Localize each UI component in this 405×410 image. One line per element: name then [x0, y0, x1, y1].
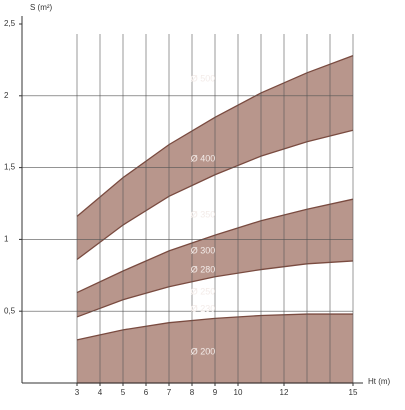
band-label: Ø 200: [191, 346, 216, 356]
y-tick-label: 2,5: [4, 19, 16, 28]
x-tick-label: 8: [190, 388, 195, 397]
y-axis-label: S (m²): [30, 3, 53, 12]
band-label: Ø 350: [191, 209, 216, 219]
x-tick-label: 6: [144, 388, 149, 397]
band-label: Ø 280: [191, 264, 216, 274]
band-label: Ø 250: [191, 286, 216, 296]
band-label: Ø 230: [191, 303, 216, 313]
band-label: Ø 500: [191, 73, 216, 83]
y-tick-label: 2: [4, 91, 9, 100]
band-label: Ø 400: [191, 153, 216, 163]
x-tick-label: 10: [234, 388, 243, 397]
x-tick-label: 7: [167, 388, 172, 397]
x-tick-label: 3: [75, 388, 80, 397]
y-tick-label: 1: [4, 235, 9, 244]
x-tick-label: 4: [98, 388, 103, 397]
y-tick-label: 0,5: [4, 306, 16, 315]
x-tick-label: 15: [349, 388, 358, 397]
x-tick-label: 5: [121, 388, 126, 397]
x-tick-label: 12: [280, 388, 289, 397]
band-label: Ø 300: [191, 245, 216, 255]
x-axis-label: Ht (m): [368, 377, 391, 386]
y-tick-label: 1,5: [4, 163, 16, 172]
x-tick-label: 9: [213, 388, 218, 397]
